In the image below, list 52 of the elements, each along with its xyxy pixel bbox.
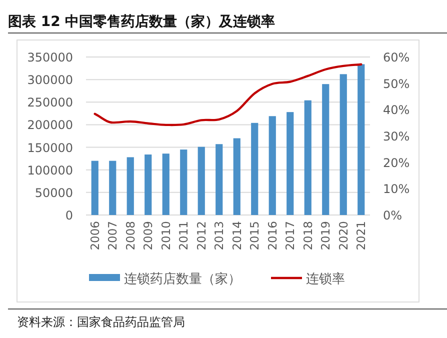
x-tick-label: 2011 [176, 221, 191, 250]
bar [126, 157, 134, 215]
bar [304, 100, 312, 215]
y2-tick-label: 40% [383, 103, 410, 118]
x-tick-label: 2006 [88, 221, 102, 250]
y2-tick-label: 20% [383, 156, 410, 170]
text: 资料来源：国家食品药品监管局 [17, 315, 185, 329]
bar [358, 64, 365, 215]
bar [180, 150, 188, 215]
x-tick-label: 2010 [158, 221, 173, 250]
bar [268, 116, 276, 215]
x-tick-label: 2021 [354, 221, 368, 250]
y2-tick-label: 60% [383, 50, 410, 64]
bar [286, 112, 294, 215]
y2-tick-label: 50% [383, 76, 410, 91]
x-tick-label: 2015 [248, 221, 262, 250]
x-tick-label: 2019 [318, 221, 333, 250]
y-tick-label: 350000 [27, 50, 73, 64]
legend-label: 连锁药店数量（家） [124, 271, 241, 287]
x-tick-label: 2008 [123, 221, 138, 250]
bar [340, 74, 347, 215]
x-tick-label: 2017 [283, 221, 298, 250]
bar [144, 154, 152, 215]
bar [109, 160, 116, 215]
bar [91, 160, 98, 215]
line-series [94, 63, 362, 126]
y2-tick-label: 0% [383, 208, 402, 222]
y-tick-label: 200000 [27, 118, 73, 132]
y-tick-label: 150000 [27, 140, 73, 155]
bar [322, 84, 330, 215]
legend-label: 连锁率 [306, 271, 345, 287]
y2-tick-label: 30% [383, 130, 410, 144]
x-tick-label: 2013 [212, 221, 226, 250]
title: 图表 12 中国零售药店数量（家）及连锁率 [8, 14, 276, 30]
y-tick-label: 300000 [27, 73, 73, 88]
x-tick-label: 2018 [300, 221, 315, 250]
bar [216, 144, 223, 215]
y-tick-label: 50000 [34, 186, 73, 200]
bar [198, 146, 205, 215]
bar [233, 138, 240, 215]
y2-tick-label: 10% [383, 182, 410, 196]
x-tick-label: 2012 [194, 221, 208, 250]
x-tick-label: 2016 [265, 221, 280, 250]
x-tick-label: 2014 [230, 221, 244, 250]
x-tick-label: 2009 [141, 221, 156, 250]
bar [162, 154, 170, 215]
x-tick-label: 2020 [336, 221, 350, 250]
y-tick-label: 100000 [27, 163, 73, 178]
x-tick-label: 2007 [106, 221, 120, 250]
bar [251, 122, 258, 215]
y-tick-label: 250000 [27, 96, 73, 110]
y-tick-label: 0 [65, 208, 73, 222]
